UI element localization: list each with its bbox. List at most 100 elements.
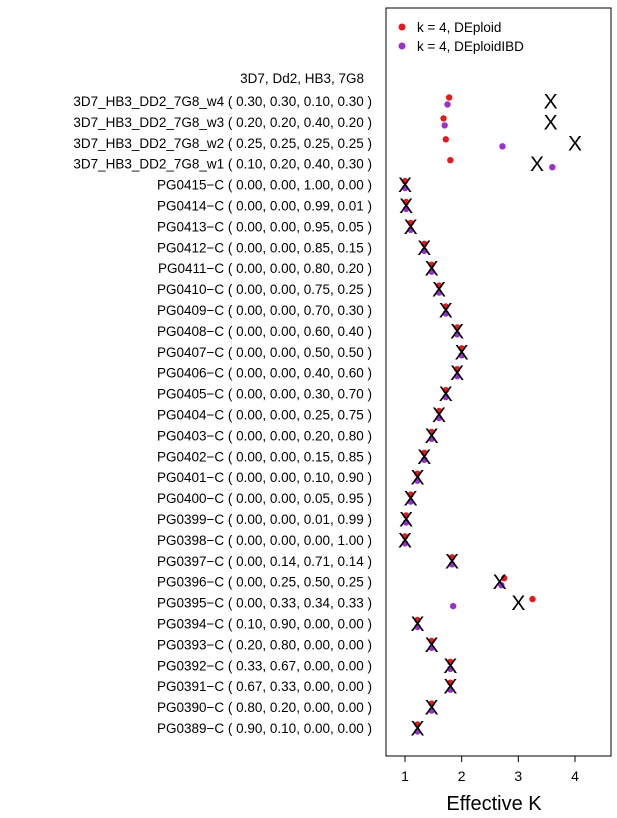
sample-row: PG0413−C ( 0.00, 0.00, 0.95, 0.05 ) X (157, 216, 418, 239)
deploidibd-point (441, 122, 448, 129)
deploidibd-point (499, 143, 506, 150)
true-k-marker: X (417, 446, 431, 469)
deploidibd-point (458, 352, 465, 359)
sample-row: PG0401−C ( 0.00, 0.00, 0.10, 0.90 ) X (157, 467, 425, 490)
sample-row: PG0390−C ( 0.80, 0.20, 0.00, 0.00 ) X (157, 697, 439, 720)
sample-row: PG0412−C ( 0.00, 0.00, 0.85, 0.15 ) X (157, 237, 431, 260)
deploid-point (442, 303, 449, 310)
sample-row: PG0405−C ( 0.00, 0.00, 0.30, 0.70 ) X (157, 383, 453, 406)
sample-label: PG0413−C ( 0.00, 0.00, 0.95, 0.05 ) (157, 219, 372, 234)
sample-row: PG0402−C ( 0.00, 0.00, 0.15, 0.85 ) X (157, 446, 431, 469)
deploid-point (402, 198, 410, 206)
true-k-marker: X (443, 655, 457, 678)
legend: k = 4, DEploid k = 4, DEploidIBD (398, 20, 524, 54)
sample-label: PG0390−C ( 0.80, 0.20, 0.00, 0.00 ) (157, 700, 372, 715)
sample-label: 3D7_HB3_DD2_7G8_w4 ( 0.30, 0.30, 0.10, 0… (73, 94, 372, 109)
deploid-point (442, 386, 449, 394)
deploid-point (401, 533, 409, 540)
deploidibd-point (407, 226, 414, 234)
deploidibd-point (549, 164, 556, 171)
sample-row: PG0408−C ( 0.00, 0.00, 0.60, 0.40 ) X (157, 320, 464, 343)
deploidibd-point (414, 728, 421, 735)
sample-label: PG0410−C ( 0.00, 0.00, 0.75, 0.25 ) (157, 282, 372, 297)
sample-row: 3D7_HB3_DD2_7G8_w4 ( 0.30, 0.30, 0.10, 0… (73, 91, 557, 114)
deploid-point (435, 282, 443, 289)
sample-label: PG0409−C ( 0.00, 0.00, 0.70, 0.30 ) (157, 303, 372, 318)
true-k-marker: X (425, 425, 439, 448)
sample-label: PG0392−C ( 0.33, 0.67, 0.00, 0.00 ) (157, 658, 372, 673)
sample-row: PG0395−C ( 0.00, 0.33, 0.34, 0.33 ) X (157, 592, 536, 615)
sample-label: PG0391−C ( 0.67, 0.33, 0.00, 0.00 ) (157, 679, 372, 694)
sample-label: PG0406−C ( 0.00, 0.00, 0.40, 0.60 ) (157, 366, 372, 381)
deploid-point (448, 554, 456, 561)
deploidibd-point (449, 602, 457, 610)
true-k-marker: X (568, 132, 582, 155)
deploid-point (414, 616, 421, 624)
header-label: 3D7, Dd2, HB3, 7G8 (240, 71, 364, 86)
deploid-point (421, 240, 428, 247)
sample-label: PG0400−C ( 0.00, 0.00, 0.05, 0.95 ) (157, 491, 372, 506)
sample-row: PG0411−C ( 0.00, 0.00, 0.80, 0.20 ) X (158, 258, 439, 281)
deploid-point (407, 219, 414, 227)
deploid-point (447, 658, 454, 665)
deploidibd-point (428, 268, 435, 275)
deploidibd-point (421, 456, 428, 463)
sample-row: PG0404−C ( 0.00, 0.00, 0.25, 0.75 ) X (157, 404, 446, 427)
true-k-marker: X (511, 592, 525, 615)
plot-frame (385, 7, 612, 757)
deploidibd-point (428, 644, 435, 652)
deploidibd-point (447, 686, 454, 693)
x-tick-label: 4 (571, 768, 579, 784)
sample-row: PG0396−C ( 0.00, 0.25, 0.50, 0.25 ) X (157, 571, 508, 594)
true-k-marker: X (425, 634, 439, 657)
deploidibd-point (444, 101, 451, 108)
true-k-marker: X (410, 613, 424, 636)
true-k-marker: X (450, 362, 464, 385)
sample-label: 3D7_HB3_DD2_7G8_w3 ( 0.20, 0.20, 0.40, 0… (73, 115, 372, 130)
sample-label: PG0401−C ( 0.00, 0.00, 0.10, 0.90 ) (157, 470, 372, 485)
true-k-marker: X (439, 300, 453, 323)
sample-label: PG0395−C ( 0.00, 0.33, 0.34, 0.33 ) (157, 596, 372, 611)
true-k-marker: X (417, 237, 431, 260)
true-k-marker: X (544, 91, 558, 114)
deploid-point (402, 512, 410, 519)
sample-label: PG0389−C ( 0.90, 0.10, 0.00, 0.00 ) (157, 721, 372, 736)
sample-label: PG0399−C ( 0.00, 0.00, 0.01, 0.99 ) (157, 512, 372, 527)
deploid-point (529, 595, 536, 603)
sample-row: PG0409−C ( 0.00, 0.00, 0.70, 0.30 ) X (157, 300, 453, 323)
deploid-point (453, 366, 461, 373)
true-k-marker: X (443, 676, 457, 699)
deploid-point (414, 721, 421, 728)
sample-row: PG0397−C ( 0.00, 0.14, 0.71, 0.14 ) X (157, 550, 459, 573)
deploid-point (428, 261, 435, 268)
sample-label: PG0412−C ( 0.00, 0.00, 0.85, 0.15 ) (157, 240, 372, 255)
deploid-point (435, 407, 443, 415)
deploid-point (428, 637, 435, 645)
true-k-marker: X (410, 467, 424, 490)
sample-label: PG0397−C ( 0.00, 0.14, 0.71, 0.14 ) (157, 554, 372, 569)
true-k-marker: X (410, 718, 424, 741)
deploid-point (446, 94, 453, 101)
sample-row: PG0410−C ( 0.00, 0.00, 0.75, 0.25 ) X (157, 279, 446, 302)
sample-label: PG0407−C ( 0.00, 0.00, 0.50, 0.50 ) (157, 345, 372, 360)
deploidibd-point (447, 665, 454, 672)
true-k-marker: X (398, 529, 412, 552)
sample-label: 3D7_HB3_DD2_7G8_w2 ( 0.25, 0.25, 0.25, 0… (73, 136, 372, 151)
sample-row: 3D7_HB3_DD2_7G8_w1 ( 0.10, 0.20, 0.40, 0… (73, 153, 556, 176)
sample-row: 3D7_HB3_DD2_7G8_w2 ( 0.25, 0.25, 0.25, 0… (73, 132, 582, 155)
deploidibd-point (402, 519, 410, 526)
deploidibd-point (401, 540, 409, 547)
legend-label-deploid: k = 4, DEploid (417, 20, 501, 35)
sample-label: PG0403−C ( 0.00, 0.00, 0.20, 0.80 ) (157, 428, 372, 443)
deploid-point (442, 136, 449, 143)
deploidibd-point (414, 623, 421, 631)
true-k-marker: X (493, 571, 507, 594)
true-k-marker: X (432, 279, 446, 302)
deploid-point (428, 700, 435, 707)
legend-marker-deploidibd (398, 42, 406, 50)
sample-label: 3D7_HB3_DD2_7G8_w1 ( 0.10, 0.20, 0.40, 0… (73, 157, 372, 172)
sample-row: PG0414−C ( 0.00, 0.00, 0.99, 0.01 ) X (157, 195, 413, 218)
true-k-marker: X (445, 550, 459, 573)
deploid-point (453, 324, 461, 331)
